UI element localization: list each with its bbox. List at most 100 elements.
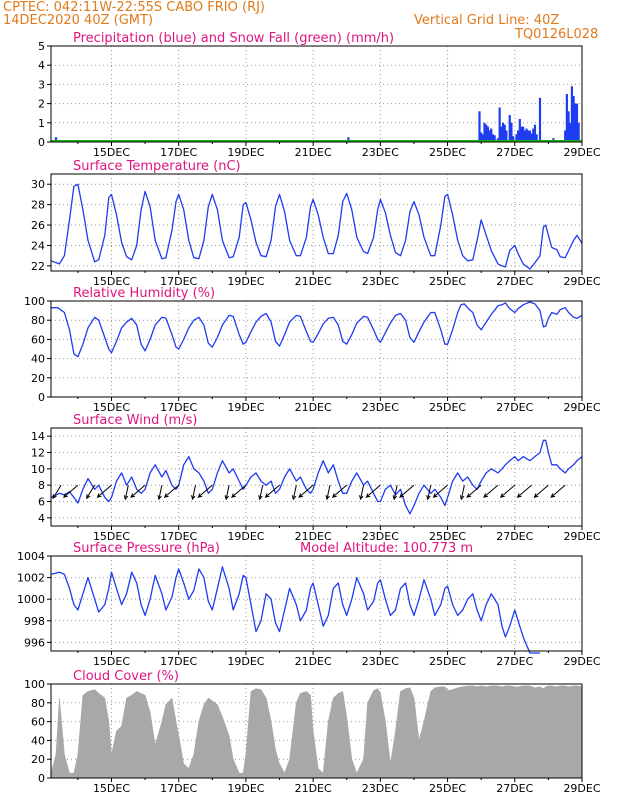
- precip-bar: [530, 133, 533, 142]
- precip-bar: [488, 130, 491, 142]
- x-tick-label: 21DEC: [295, 530, 332, 543]
- panel-title: Cloud Cover (%): [73, 669, 179, 684]
- wind-arrow: [130, 484, 146, 498]
- y-tick-label: 0: [38, 391, 45, 404]
- x-tick-label: 27DEC: [496, 275, 533, 288]
- x-tick-label: 17DEC: [160, 401, 197, 414]
- wind-arrow-head: [224, 495, 230, 501]
- x-tick-label: 17DEC: [160, 655, 197, 668]
- x-tick-label: 15DEC: [93, 146, 130, 159]
- wind-arrow: [192, 485, 197, 500]
- x-tick-label: 19DEC: [227, 530, 264, 543]
- wind-arrow-head: [466, 493, 472, 498]
- header-right-line2: TQ0126L028: [515, 27, 599, 42]
- precip-bar: [500, 126, 503, 142]
- y-tick-label: 0: [38, 772, 45, 785]
- x-tick-label: 15DEC: [93, 275, 130, 288]
- precip-bar: [538, 97, 542, 142]
- series-line: [50, 566, 540, 654]
- wind-arrow-head: [550, 493, 556, 498]
- wind-arrow-head: [298, 493, 304, 498]
- x-tick-label: 25DEC: [429, 655, 466, 668]
- x-tick-label: 29DEC: [563, 655, 600, 668]
- y-tick-label: 1004: [17, 550, 45, 563]
- wind-arrow: [259, 485, 264, 500]
- wind-arrow: [466, 484, 482, 498]
- x-tick-label: 27DEC: [496, 146, 533, 159]
- x-tick-label: 27DEC: [496, 530, 533, 543]
- wind-arrow-head: [533, 493, 539, 498]
- x-tick-label: 19DEC: [227, 401, 264, 414]
- header-left-line2: 14DEC2020 40Z (GMT): [3, 13, 154, 28]
- y-tick-label: 6: [38, 496, 45, 509]
- y-tick-label: 1000: [17, 593, 45, 606]
- wind-arrow: [460, 485, 465, 500]
- x-tick-label: 19DEC: [227, 655, 264, 668]
- y-tick-label: 80: [31, 697, 45, 710]
- y-tick-label: 60: [31, 716, 45, 729]
- precip-bar: [533, 124, 537, 142]
- y-tick-label: 40: [31, 353, 45, 366]
- x-tick-label: 23DEC: [362, 275, 399, 288]
- precip-bar: [535, 134, 538, 142]
- y-tick-label: 12: [31, 447, 45, 460]
- x-tick-label: 17DEC: [160, 275, 197, 288]
- wind-arrow: [158, 485, 163, 500]
- precip-bar: [505, 130, 508, 142]
- panel-title: Surface Wind (m/s): [73, 413, 197, 428]
- x-tick-label: 29DEC: [563, 530, 600, 543]
- precip-bar: [523, 130, 526, 142]
- y-tick-label: 40: [31, 734, 45, 747]
- x-tick-label: 21DEC: [295, 401, 332, 414]
- wind-arrow: [124, 485, 129, 500]
- precip-bar: [525, 128, 528, 142]
- wind-arrow: [265, 484, 280, 498]
- precip-bar: [481, 134, 484, 142]
- x-tick-label: 27DEC: [496, 782, 533, 795]
- panel-title: Surface Pressure (hPa): [73, 541, 220, 556]
- precip-bar: [486, 126, 489, 142]
- y-tick-label: 22: [31, 260, 45, 273]
- wind-arrow-head: [459, 495, 465, 501]
- precip-bar: [347, 137, 350, 142]
- wind-arrow-head: [291, 495, 297, 501]
- precip-bar: [510, 122, 513, 142]
- x-tick-label: 21DEC: [295, 146, 332, 159]
- precip-bar: [503, 124, 506, 142]
- panel-title: Relative Humidity (%): [73, 286, 215, 301]
- precip-bar: [478, 111, 481, 142]
- y-tick-label: 20: [31, 372, 45, 385]
- panel-frame: [50, 683, 583, 779]
- x-tick-label: 23DEC: [362, 146, 399, 159]
- wind-arrow-head: [86, 494, 91, 500]
- y-tick-label: 1002: [17, 572, 45, 585]
- wind-arrow: [332, 484, 348, 498]
- y-tick-label: 28: [31, 199, 45, 212]
- panel-frame: [50, 45, 583, 143]
- wind-arrow: [517, 484, 532, 498]
- y-tick-label: 80: [31, 314, 45, 327]
- wind-arrow: [483, 484, 499, 498]
- wind-arrow-head: [392, 495, 398, 501]
- y-tick-label: 60: [31, 333, 45, 346]
- precip-bar: [485, 124, 488, 142]
- wind-arrow-head: [157, 495, 162, 501]
- x-tick-label: 15DEC: [93, 655, 130, 668]
- wind-arrow: [433, 484, 448, 498]
- precip-bar: [508, 115, 511, 142]
- x-tick-label: 27DEC: [496, 401, 533, 414]
- precip-bar: [498, 107, 501, 142]
- wind-arrow-head: [258, 495, 263, 501]
- precip-bar: [565, 94, 568, 142]
- wind-arrow: [360, 485, 365, 500]
- panel-title: Surface Temperature (nC): [73, 159, 241, 174]
- wind-arrow-head: [63, 493, 68, 498]
- precip-bar: [532, 128, 535, 142]
- wind-arrow-head: [399, 493, 404, 498]
- precip-bar: [518, 118, 521, 142]
- x-tick-label: 21DEC: [295, 275, 332, 288]
- x-tick-label: 19DEC: [227, 275, 264, 288]
- wind-arrow: [427, 485, 432, 500]
- wind-arrow: [399, 484, 415, 498]
